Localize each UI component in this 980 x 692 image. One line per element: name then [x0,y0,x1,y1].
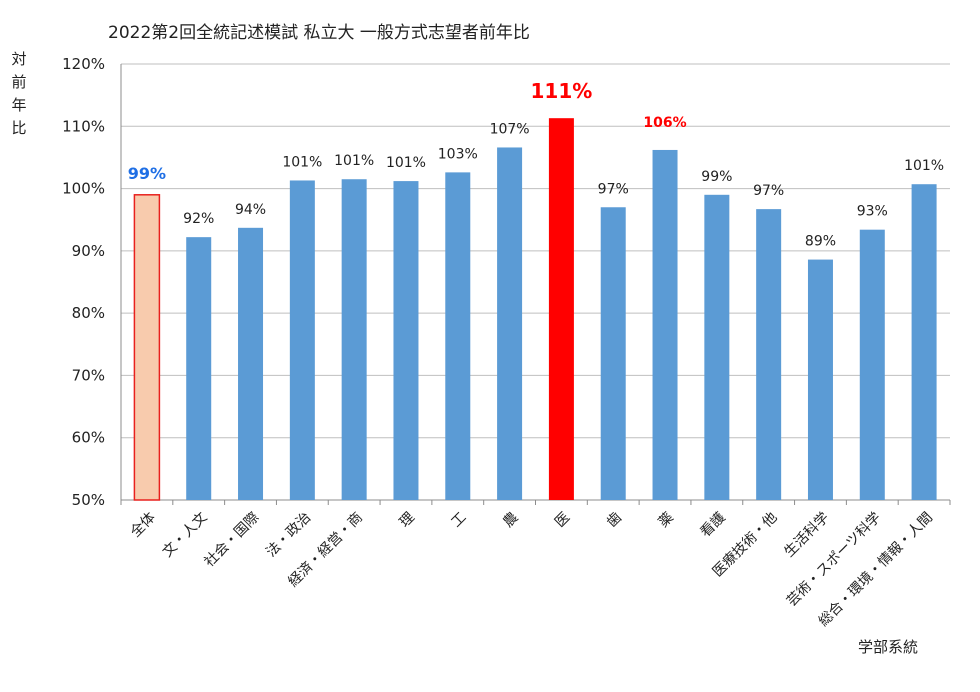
bar-総合・環境・情報・人間 [911,184,937,500]
y-tick-label: 100% [62,180,105,198]
bar-歯 [600,207,626,500]
data-label: 89% [805,234,836,250]
x-tick-label: 看護 [698,510,729,541]
x-tick-label: 全体 [127,509,159,541]
bar-全体 [133,194,161,501]
y-tick-label: 60% [72,429,105,447]
data-label: 94% [235,202,266,218]
y-tick-label: 50% [72,491,105,509]
bar-経済・経営・商 [341,179,367,500]
bar-工 [445,172,471,500]
x-tick-label: 工 [448,510,469,531]
x-tick-label: 生活科学 [781,510,832,561]
bar-医 [548,118,574,500]
x-tick-label: 歯 [604,510,625,531]
x-tick-label: 理 [397,510,418,531]
data-label: 111% [531,79,593,103]
data-label: 106% [643,115,686,131]
data-label: 97% [753,183,784,199]
y-tick-label: 80% [72,304,105,322]
data-label: 99% [701,169,732,185]
data-label: 97% [598,181,629,197]
data-label: 99% [128,164,166,183]
bar-農 [497,147,523,500]
bar-看護 [704,194,730,501]
x-axis-label: 学部系統 [858,638,919,656]
y-tick-label: 90% [72,242,105,260]
data-label: 107% [490,121,530,137]
x-tick-label: 医 [552,510,573,531]
data-label: 101% [904,158,944,174]
y-tick-label: 70% [72,366,105,384]
bar-文・人文 [186,237,212,500]
chart-title: 2022第2回全統記述模試 私立大 一般方式志望者前年比 [108,23,530,43]
bar-社会・国際 [238,227,264,500]
y-axis-label: 対前年比 [11,50,27,137]
data-label: 101% [334,153,374,169]
data-label: 103% [438,146,478,162]
y-tick-label: 110% [62,117,105,135]
x-tick-label: 芸術・スポーツ科学 [784,510,884,610]
bar-医療技術・他 [756,209,782,500]
bar-生活科学 [807,259,833,500]
x-tick-label: 農 [500,510,521,531]
x-tick-label: 薬 [656,510,677,531]
bar-芸術・スポーツ科学 [859,229,885,500]
bar-薬 [652,149,678,500]
data-label: 101% [282,154,322,170]
y-tick-label: 120% [62,55,105,73]
data-label: 101% [386,155,426,171]
data-label: 93% [857,204,888,220]
data-label: 92% [183,211,214,227]
x-tick-label: 法・政治 [263,510,314,561]
bar-法・政治 [289,180,315,500]
x-tick-label: 社会・国際 [202,510,263,571]
bar-理 [393,181,419,500]
x-tick-label: 文・人文 [160,510,211,561]
